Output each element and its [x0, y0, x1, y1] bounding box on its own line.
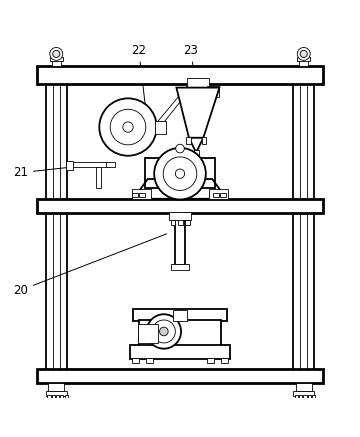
Text: 21: 21	[13, 166, 84, 179]
Bar	[293, 68, 315, 383]
Bar	[171, 264, 189, 271]
Bar	[178, 219, 183, 225]
Circle shape	[297, 48, 310, 60]
Bar	[303, 395, 307, 399]
Bar	[220, 193, 226, 197]
Bar	[51, 59, 61, 66]
Bar	[207, 86, 220, 97]
Bar	[312, 395, 315, 399]
Bar	[107, 162, 116, 167]
Bar	[45, 391, 67, 396]
Circle shape	[300, 50, 307, 58]
Bar	[56, 395, 59, 399]
Bar	[299, 59, 309, 66]
Text: 23: 23	[183, 44, 198, 94]
Bar	[207, 358, 214, 363]
Circle shape	[175, 169, 185, 178]
Bar	[308, 395, 311, 399]
Bar	[45, 68, 67, 383]
Bar	[139, 320, 221, 346]
Bar	[67, 162, 108, 167]
Bar	[130, 345, 230, 359]
Bar	[51, 395, 55, 399]
Circle shape	[163, 157, 197, 191]
Bar	[202, 137, 206, 144]
Bar	[37, 369, 323, 383]
Bar	[295, 395, 298, 399]
Circle shape	[147, 314, 181, 349]
Circle shape	[159, 327, 168, 336]
Circle shape	[154, 148, 206, 200]
Bar	[221, 358, 228, 363]
Bar	[175, 213, 185, 265]
Bar	[132, 358, 139, 363]
Bar	[37, 199, 323, 213]
Bar	[169, 212, 191, 220]
Bar	[171, 219, 175, 225]
Bar	[293, 391, 315, 396]
Polygon shape	[189, 138, 203, 150]
Bar	[96, 166, 101, 188]
Bar	[139, 193, 145, 197]
Bar	[37, 66, 323, 84]
Bar	[64, 395, 68, 399]
Circle shape	[53, 50, 60, 58]
Text: 22: 22	[131, 44, 146, 108]
Bar	[146, 358, 153, 363]
Bar	[50, 58, 63, 61]
Circle shape	[123, 122, 133, 132]
Bar	[47, 395, 50, 399]
Text: 20: 20	[13, 234, 167, 297]
Circle shape	[110, 109, 146, 145]
Circle shape	[50, 48, 63, 60]
Bar	[134, 309, 226, 321]
Bar	[132, 193, 138, 197]
Bar	[209, 189, 228, 199]
Bar	[299, 395, 302, 399]
Polygon shape	[176, 87, 220, 138]
Bar	[194, 149, 199, 157]
Bar	[132, 189, 151, 199]
Circle shape	[99, 98, 157, 156]
Circle shape	[176, 144, 184, 153]
Bar	[66, 161, 73, 170]
Bar	[296, 383, 312, 392]
Bar	[145, 158, 215, 188]
Bar	[155, 121, 166, 134]
Bar	[185, 219, 190, 225]
Bar	[187, 78, 209, 88]
Bar	[60, 395, 63, 399]
Bar	[213, 193, 219, 197]
Bar	[186, 137, 191, 144]
Circle shape	[152, 320, 175, 343]
Polygon shape	[134, 179, 226, 199]
Bar	[138, 323, 158, 343]
Bar	[48, 383, 64, 392]
Bar	[173, 310, 187, 321]
Bar	[297, 58, 310, 61]
